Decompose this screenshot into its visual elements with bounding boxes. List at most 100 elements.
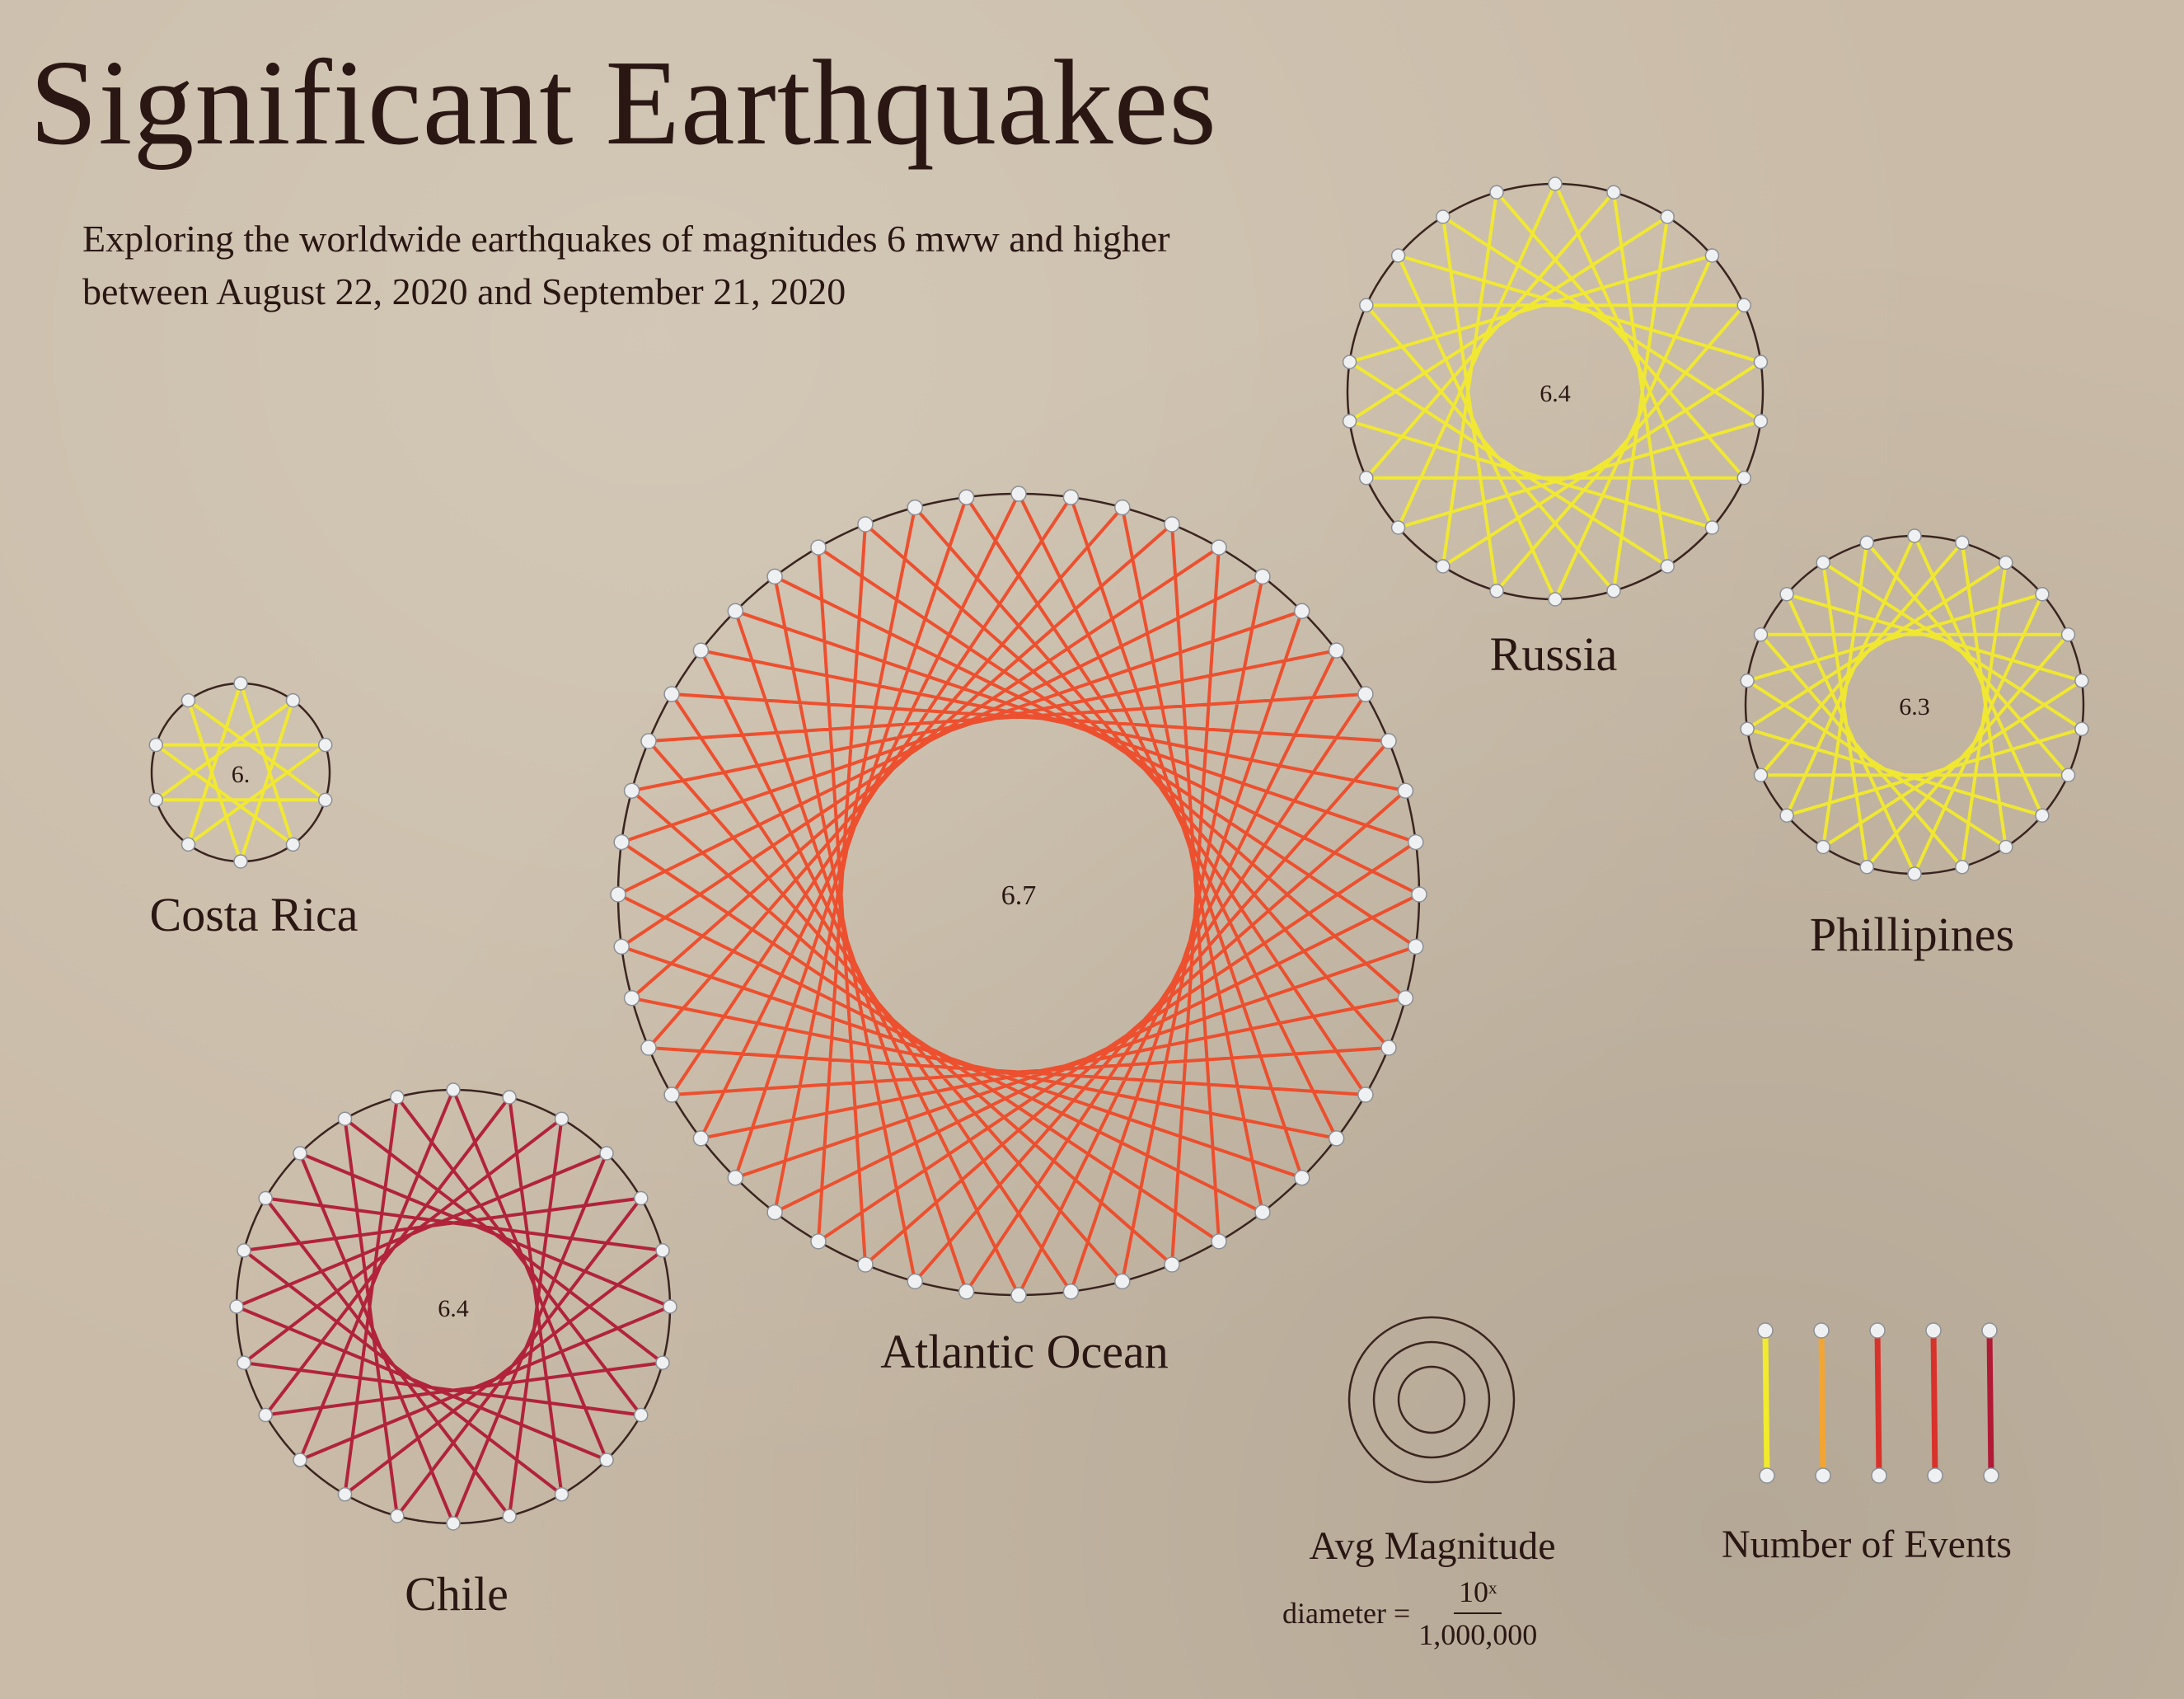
nail [1062,1284,1080,1300]
nail [554,1487,569,1502]
nail [2035,587,2050,602]
nail [1871,1467,1887,1484]
nail [1779,587,1794,602]
nail [958,1284,975,1300]
magnitude-rings-icon [1347,1316,1516,1484]
nail [1907,866,1922,881]
nail [1753,767,1769,782]
formula-prefix: diameter = [1282,1597,1411,1630]
nail [1660,209,1675,224]
nail [1114,1273,1131,1290]
nail [285,692,301,708]
nail [1342,354,1357,369]
nail [2060,627,2076,642]
nail [634,1407,649,1423]
nail [446,1082,461,1097]
event-thread-4 [1925,1322,1943,1484]
nail [1411,886,1427,903]
nail [502,1509,517,1523]
nail [148,792,164,808]
magnitude-value: 6. [232,761,251,788]
thread-lines [235,1088,672,1525]
nail [180,837,196,852]
thread-lines [1347,182,1763,601]
legend-graphics [1347,1316,1999,1484]
nail [1704,248,1720,263]
nail [317,792,333,808]
nail [1380,733,1397,749]
nail [1869,1322,1886,1339]
nail [1436,209,1451,224]
nail [1211,539,1227,556]
nail [1927,1467,1943,1484]
magnitude-value: 6.4 [438,1295,469,1322]
nail [613,833,630,851]
nail [810,1233,827,1250]
nail [258,1190,273,1206]
nail [1489,185,1504,199]
nail [1606,185,1621,199]
nail [1740,721,1755,736]
nail [258,1407,273,1423]
nail [2074,673,2089,688]
nail [1390,520,1406,535]
formula-numerator: 10ˣ [1454,1575,1502,1614]
event-thread-3 [1869,1322,1887,1484]
nail [692,1130,710,1147]
event-thread-2 [1813,1322,1831,1484]
formula-fraction: 10ˣ 1,000,000 [1418,1575,1537,1652]
nail [727,603,744,620]
thread-lines [154,682,327,863]
nail [554,1111,569,1126]
region-label-russia: Russia [1489,627,1618,681]
nail [857,516,874,533]
nail [1397,990,1414,1007]
nail [1753,414,1769,429]
nail [1548,592,1563,607]
nail [1779,808,1794,823]
nail [2074,721,2089,736]
nail [1164,516,1180,533]
nail [1293,603,1310,620]
page-title: Significant Earthquakes [30,35,1217,171]
nail [663,1299,677,1314]
nail [1408,833,1424,851]
region-label-costa-rica: Costa Rica [149,888,359,941]
nail [1925,1322,1942,1339]
nail [390,1509,405,1523]
nail [1813,1322,1830,1339]
nail [1859,859,1874,875]
string-art-chile: 6.4 [229,1082,677,1531]
nail [1736,470,1751,486]
nail [599,1453,614,1467]
nail [337,1487,353,1502]
nail [766,1204,783,1221]
legend-magnitude-title: Avg Magnitude [1309,1524,1556,1568]
nail [599,1146,614,1161]
nail [727,1169,744,1186]
nail [655,1355,670,1370]
nail [317,737,333,753]
nail [293,1146,307,1161]
nail [1010,486,1027,502]
nail [1907,528,1922,543]
nail [766,568,783,585]
nail [1999,555,2013,570]
number-of-events-legend [1757,1322,1999,1484]
nail [1357,686,1374,702]
page-subtitle: Exploring the worldwide earthquakes of m… [82,218,1170,312]
nail [502,1090,517,1105]
nail [1955,859,1970,875]
nail [1397,782,1414,799]
nail [1062,489,1080,505]
nail [1736,298,1751,313]
nail [233,854,248,869]
nail [148,737,164,753]
nail [640,733,657,749]
nail [907,499,923,516]
nail [958,489,975,505]
magnitude-value: 6.3 [1899,693,1930,720]
nail [613,938,630,955]
nail [1660,559,1675,574]
string-art-russia: 6.4 [1342,176,1769,607]
